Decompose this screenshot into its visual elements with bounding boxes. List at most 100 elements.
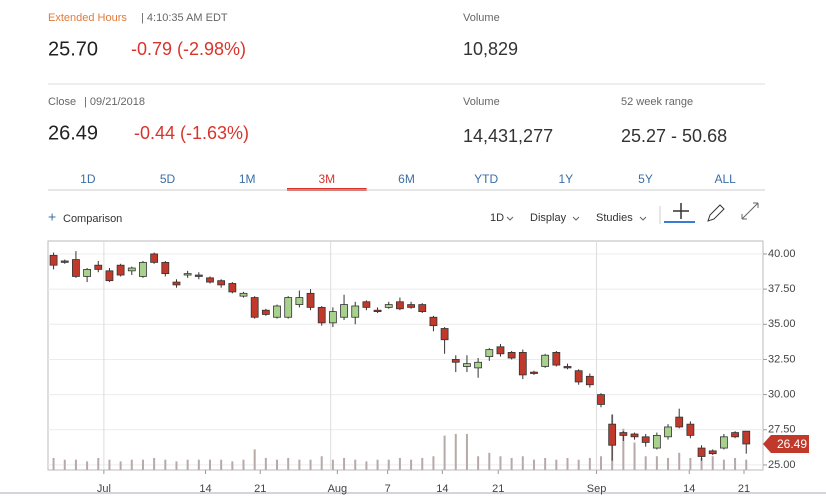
volume-bar bbox=[510, 457, 513, 470]
y-tick-label: 37.50 bbox=[768, 283, 796, 295]
volume-bar bbox=[532, 459, 535, 470]
tab[interactable]: 5D bbox=[160, 172, 176, 186]
candle-body bbox=[451, 359, 460, 363]
tab[interactable]: 5Y bbox=[638, 172, 653, 186]
candle-body bbox=[317, 306, 326, 324]
tab[interactable]: YTD bbox=[474, 172, 498, 186]
x-tick-label: 14 bbox=[436, 483, 448, 495]
volume-bar bbox=[544, 457, 547, 470]
volume-bar bbox=[119, 461, 122, 470]
volume-bar bbox=[633, 442, 636, 470]
volume-bar bbox=[208, 459, 211, 470]
y-tick-label: 35.00 bbox=[768, 318, 796, 330]
last-price-flag bbox=[763, 434, 809, 453]
plot-frame bbox=[47, 240, 764, 471]
tabs: 1D 5D 1M 3M 6M YTD 1Y 5Y ALL bbox=[80, 172, 736, 191]
volume-bar bbox=[186, 459, 189, 470]
volume-bar bbox=[164, 459, 167, 470]
candle-body bbox=[474, 361, 483, 369]
volume-bar bbox=[622, 428, 625, 470]
tab[interactable]: 1M bbox=[239, 172, 256, 186]
y-tick-label: 32.50 bbox=[768, 353, 796, 365]
volume-bar bbox=[376, 459, 379, 470]
studies-button[interactable]: Studies bbox=[596, 212, 633, 224]
x-tick-label: 14 bbox=[199, 483, 211, 495]
candle-body bbox=[641, 436, 650, 443]
tab[interactable]: 1Y bbox=[558, 172, 573, 186]
candle-body bbox=[273, 305, 281, 318]
y-tick-label: 30.00 bbox=[768, 389, 796, 401]
candle-body bbox=[619, 432, 628, 436]
candle-body bbox=[518, 352, 527, 376]
volume-bar bbox=[410, 459, 413, 470]
candle-body bbox=[541, 354, 550, 367]
volume-bar bbox=[253, 449, 256, 470]
candle-body bbox=[94, 264, 103, 270]
extended-time: | 4:10:35 AM EDT bbox=[141, 12, 228, 24]
candle-body bbox=[116, 264, 125, 276]
candle-body bbox=[563, 366, 572, 369]
ext-volume-label: Volume bbox=[463, 12, 500, 24]
range: 25.27 - 50.68 bbox=[621, 126, 727, 146]
tab[interactable]: 1D bbox=[80, 172, 96, 186]
chart: 25.00 27.50 30.00 32.50 35.00 37.50 40.00 Jul 14… bbox=[48, 241, 809, 495]
candle-body bbox=[496, 346, 505, 355]
volume-bar bbox=[197, 459, 200, 470]
candle-body bbox=[485, 349, 494, 358]
candle-body bbox=[686, 423, 695, 436]
volume-bar bbox=[655, 456, 658, 470]
volume-bar bbox=[298, 459, 301, 470]
x-tick-label: 14 bbox=[683, 483, 695, 495]
volume-bar bbox=[477, 456, 480, 470]
tab[interactable]: ALL bbox=[714, 172, 736, 186]
volume-bar bbox=[387, 459, 390, 470]
volume-bar bbox=[264, 457, 267, 470]
plus-icon: + bbox=[48, 209, 56, 225]
draw-icon[interactable] bbox=[707, 204, 725, 222]
candle-body bbox=[530, 371, 538, 374]
volume-bar bbox=[276, 459, 279, 470]
tab[interactable]: 6M bbox=[398, 172, 415, 186]
volume-bar bbox=[577, 459, 580, 470]
volume-bar bbox=[242, 459, 245, 470]
tab[interactable]: 3M bbox=[318, 172, 335, 186]
candle-body bbox=[552, 352, 561, 366]
volume-bar bbox=[588, 457, 591, 470]
display-button[interactable]: Display bbox=[530, 212, 567, 224]
comparison-button[interactable]: Comparison bbox=[63, 213, 122, 225]
candle-body bbox=[261, 309, 270, 315]
volume-bar bbox=[465, 433, 468, 470]
volume-bar bbox=[130, 459, 133, 470]
candle-body bbox=[440, 328, 449, 341]
volume-bar bbox=[287, 457, 290, 470]
candle-body bbox=[384, 304, 393, 308]
volume-bar bbox=[398, 457, 401, 470]
volume-bar bbox=[521, 456, 524, 470]
candle-body bbox=[574, 370, 583, 383]
volume-bar bbox=[678, 452, 681, 470]
candle-body bbox=[340, 304, 348, 318]
candle-body bbox=[373, 309, 382, 313]
close-change: -0.44 (-1.63%) bbox=[134, 123, 249, 143]
ext-change: -0.79 (-2.98%) bbox=[131, 39, 246, 59]
y-tick-label: 27.50 bbox=[768, 424, 796, 436]
candle-body bbox=[507, 352, 516, 359]
candle-body bbox=[328, 311, 337, 324]
volume-bar bbox=[220, 459, 223, 470]
candle-body bbox=[127, 267, 136, 272]
candle-body bbox=[585, 375, 594, 386]
interval-button[interactable]: 1D bbox=[490, 212, 504, 224]
volume-label: Volume bbox=[463, 96, 500, 108]
crosshair-icon[interactable] bbox=[673, 203, 689, 219]
extended-label: Extended Hours bbox=[48, 12, 127, 24]
volume-bar bbox=[365, 461, 368, 470]
close-price: 26.49 bbox=[48, 122, 98, 144]
candle-body bbox=[49, 254, 58, 266]
candle-body bbox=[652, 434, 661, 449]
volume-bar bbox=[443, 435, 446, 470]
volume-bar bbox=[175, 461, 178, 470]
volume-bar bbox=[63, 459, 66, 470]
expand-icon[interactable] bbox=[741, 202, 759, 220]
close-date: | 09/21/2018 bbox=[84, 96, 145, 108]
